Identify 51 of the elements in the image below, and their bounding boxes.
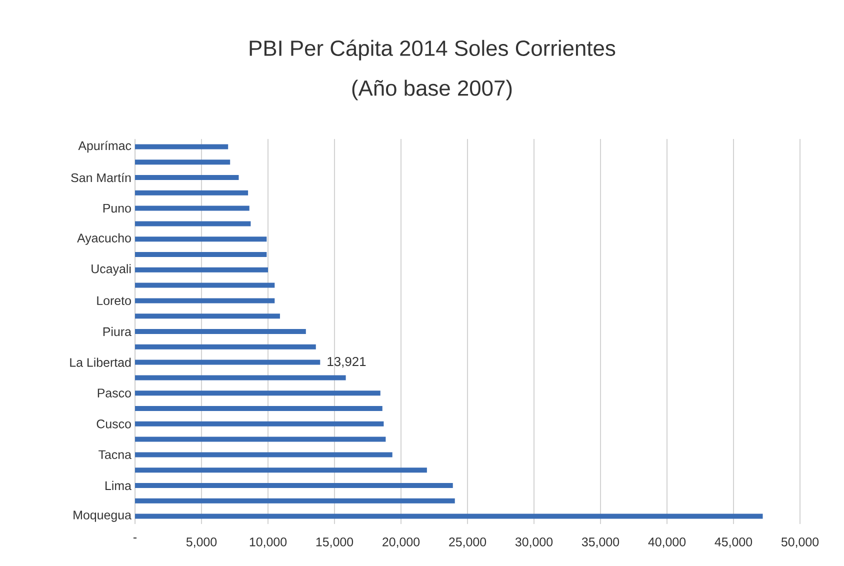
chart-subtitle: (Año base 2007) xyxy=(352,80,512,100)
x-tick-label: 30,000 xyxy=(515,538,553,548)
y-tick-label: Cusco xyxy=(96,420,131,428)
x-tick-label: 5,000 xyxy=(186,538,217,548)
x-tick-label: 10,000 xyxy=(250,538,287,548)
y-tick-label: Ayacucho xyxy=(77,233,131,245)
bar xyxy=(135,160,230,165)
x-tick-label: 40,000 xyxy=(648,538,686,548)
bar xyxy=(135,514,763,519)
bar xyxy=(135,236,267,242)
bar xyxy=(135,252,267,258)
y-tick-label: Loreto xyxy=(97,296,131,306)
bar xyxy=(135,329,306,334)
x-tick-label: 25,000 xyxy=(449,538,486,548)
y-tick-label: Moquegua xyxy=(74,510,132,522)
bar xyxy=(135,144,228,150)
y-tick-label: Apurímac xyxy=(78,140,132,153)
bar xyxy=(135,344,316,350)
x-tick-label: 35,000 xyxy=(582,538,620,548)
bar xyxy=(135,375,346,380)
x-tick-label: 15,000 xyxy=(316,538,354,548)
bar xyxy=(135,206,250,211)
bar xyxy=(135,498,455,504)
y-tick-label: Puno xyxy=(103,204,131,213)
y-tick-label: Pasco xyxy=(98,388,131,398)
bar xyxy=(135,483,453,488)
bar xyxy=(135,298,275,304)
x-tick-label: 45,000 xyxy=(714,538,752,548)
chart-title: PBI Per Cápita 2014 Soles Corrientes xyxy=(250,40,616,60)
bar xyxy=(135,436,386,442)
data-label: 13,921 xyxy=(328,356,366,368)
y-tick-label: Lima xyxy=(106,480,132,490)
bar xyxy=(135,390,380,396)
bar xyxy=(135,175,239,180)
y-tick-label: La Libertad xyxy=(70,358,131,367)
bar xyxy=(135,468,427,473)
bar xyxy=(135,452,392,458)
bar xyxy=(135,221,251,226)
bar xyxy=(135,282,275,288)
y-tick-label: San Martín xyxy=(71,172,131,182)
x-tick-label: 20,000 xyxy=(382,538,420,548)
bar xyxy=(135,421,384,426)
y-tick-label: Ucayali xyxy=(92,264,131,276)
bar xyxy=(135,267,268,272)
y-tick-label: Piura xyxy=(103,326,132,336)
bar xyxy=(135,406,382,412)
bar xyxy=(135,190,248,196)
y-tick-label: Tacna xyxy=(98,450,132,460)
bar xyxy=(135,314,280,319)
bar xyxy=(135,360,320,365)
x-tick-label: 50,000 xyxy=(781,538,819,548)
